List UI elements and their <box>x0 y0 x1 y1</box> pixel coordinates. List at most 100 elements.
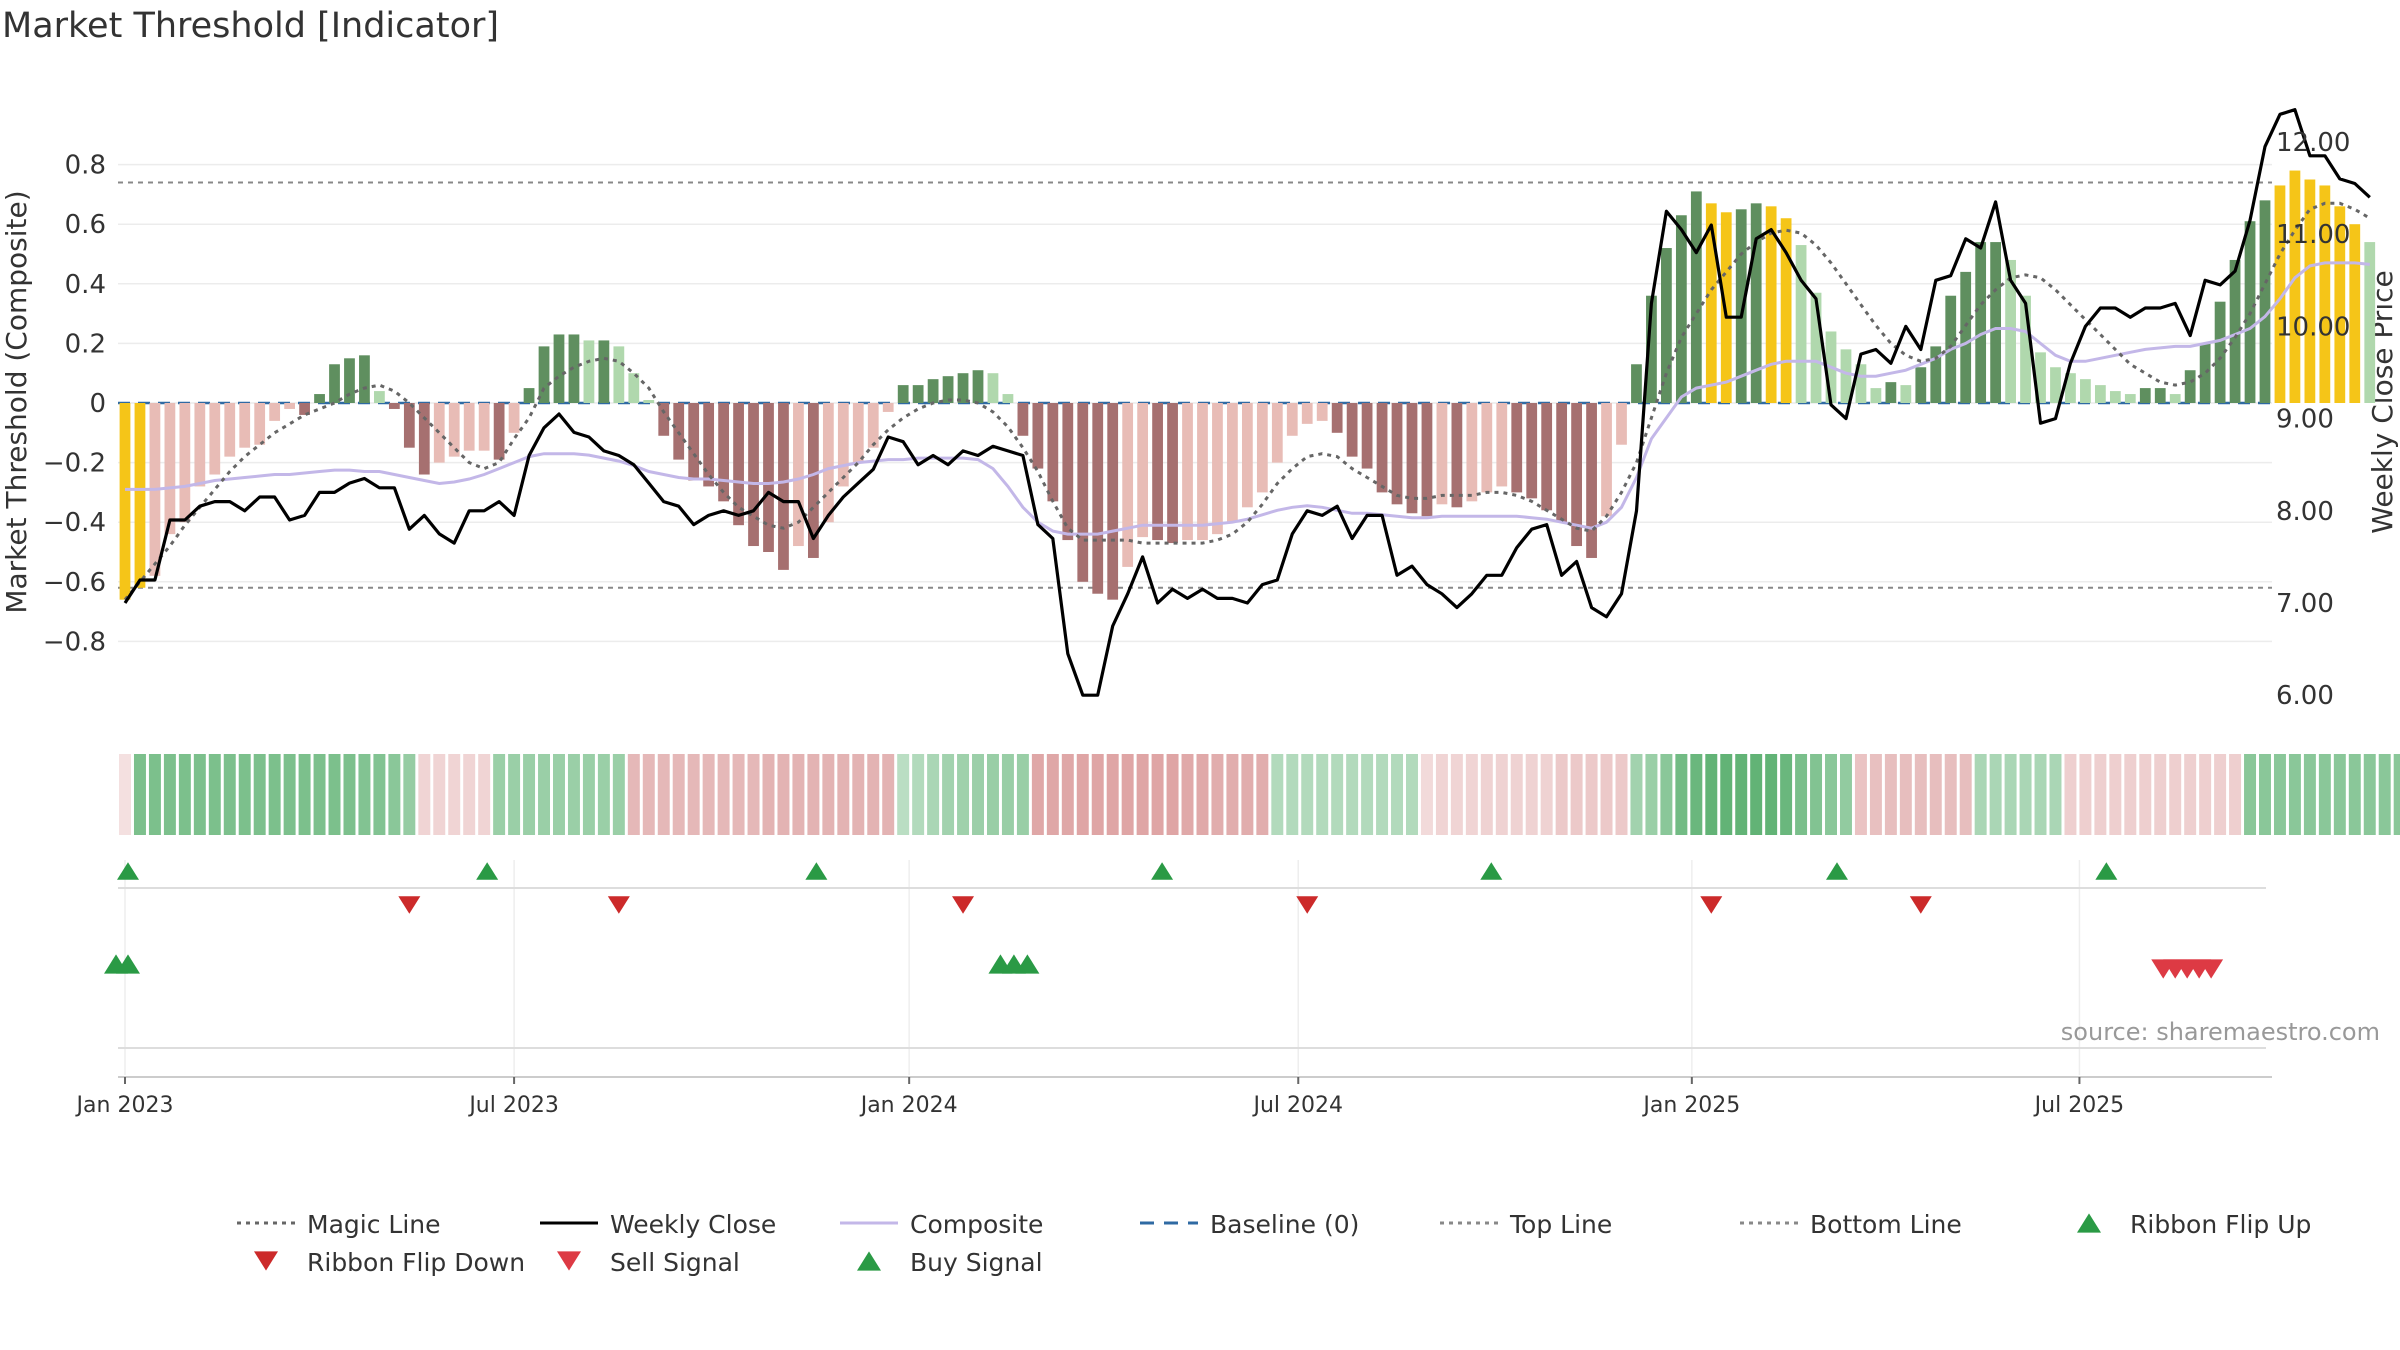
composite-bar <box>1092 403 1104 594</box>
ribbon-cell <box>1839 754 1852 835</box>
composite-bar <box>837 403 849 487</box>
ribbon-cell <box>1286 754 1299 835</box>
ribbon-flip-up-marker <box>476 862 499 880</box>
composite-bar <box>448 403 460 457</box>
ribbon-cell <box>1884 754 1897 835</box>
composite-bar <box>822 403 834 523</box>
composite-bar <box>1361 403 1373 469</box>
composite-bar <box>643 400 655 403</box>
ribbon-cell <box>1735 754 1748 835</box>
ribbon-cell <box>1166 754 1179 835</box>
ribbon-cell <box>957 754 970 835</box>
ribbon-cell <box>732 754 745 835</box>
ribbon-cell <box>2094 754 2107 835</box>
ribbon-cell <box>2154 754 2167 835</box>
ribbon-flip-up-marker <box>2095 862 2118 880</box>
composite-bar <box>2304 179 2316 403</box>
y-left-tick-label: −0.4 <box>43 508 106 538</box>
ribbon-cell <box>1825 754 1837 835</box>
ribbon-flip-down-marker <box>607 896 630 914</box>
composite-bar <box>1571 403 1582 547</box>
composite-bar <box>1511 403 1523 493</box>
ribbon-cell <box>1076 754 1089 835</box>
composite-bar <box>613 346 625 403</box>
ribbon-cell <box>1391 754 1404 835</box>
ribbon-cell <box>897 754 910 835</box>
ribbon-cell <box>508 754 521 835</box>
ribbon-cell <box>567 754 580 835</box>
ribbon-cell <box>687 754 700 835</box>
ribbon-strip <box>119 754 2400 835</box>
ribbon-cell <box>612 754 625 835</box>
ribbon-cell <box>777 754 790 835</box>
composite-bar <box>1376 403 1388 493</box>
ribbon-cell <box>1585 754 1598 835</box>
ribbon-cell <box>822 754 835 835</box>
ribbon-cell <box>986 754 999 835</box>
ribbon-cell <box>1480 754 1493 835</box>
composite-bar <box>1331 403 1343 433</box>
ribbon-cell <box>2124 754 2137 835</box>
composite-bar <box>1735 209 1747 403</box>
ribbon-cell <box>1570 754 1583 835</box>
ribbon-cell <box>1675 754 1688 835</box>
y-left-tick-label: 0.8 <box>65 151 106 181</box>
composite-bar <box>314 394 325 403</box>
ribbon-cell <box>1406 754 1418 835</box>
composite-bar <box>1316 403 1328 421</box>
composite-bar <box>733 403 744 526</box>
composite-bar <box>628 373 640 403</box>
composite-bar <box>359 355 370 403</box>
composite-bar <box>1197 403 1208 541</box>
ribbon-cell <box>478 754 491 835</box>
ribbon-flip-down-marker <box>1909 896 1932 914</box>
ribbon-cell <box>163 754 176 835</box>
ribbon-cell <box>1810 754 1823 835</box>
magic-line <box>123 201 2371 601</box>
ribbon-cell <box>2229 754 2242 835</box>
y-right-tick-label: 10.00 <box>2276 312 2350 342</box>
ribbon-cell <box>552 754 565 835</box>
composite-line <box>125 261 2370 536</box>
ribbon-cell <box>2244 754 2257 835</box>
ribbon-cell <box>1361 754 1374 835</box>
legend-label: Baseline (0) <box>1210 1210 1359 1239</box>
composite-bar <box>1466 403 1478 502</box>
ribbon-cell <box>747 754 760 835</box>
ribbon-cell <box>433 754 446 835</box>
ribbon-cell <box>238 754 251 835</box>
composite-bar <box>1586 403 1597 558</box>
composite-bar <box>2199 343 2211 403</box>
ribbon-cell <box>2259 754 2271 835</box>
ribbon-cell <box>642 754 655 835</box>
y-axis-left-ticks: 0.8 0.6 0.4 0.2 0 −0.2 −0.4 −0.6 −0.8 <box>43 151 106 658</box>
composite-bar <box>2035 352 2046 403</box>
ribbon-cell <box>702 754 715 835</box>
composite-bar <box>1227 403 1238 523</box>
composite-bar <box>209 403 221 475</box>
ribbon-cell <box>1959 754 1972 835</box>
ribbon-cell <box>133 754 146 835</box>
composite-bar <box>1855 364 1867 403</box>
ribbon-cell <box>388 754 401 835</box>
composite-bar <box>1975 242 1987 403</box>
ribbon-cell <box>1256 754 1269 835</box>
composite-bar <box>2364 242 2376 403</box>
ribbon-cell <box>2004 754 2017 835</box>
composite-bar <box>179 403 191 523</box>
ribbon-cell <box>1944 754 1957 835</box>
legend-label: Magic Line <box>307 1210 441 1239</box>
composite-bar <box>748 403 759 547</box>
y-right-tick-label: 6.00 <box>2276 681 2334 711</box>
y-axis-right-ticks: 12.00 11.00 10.00 9.00 8.00 7.00 6.00 <box>2276 128 2350 711</box>
composite-bar <box>2349 224 2361 403</box>
composite-bar <box>119 403 131 600</box>
legend-label: Composite <box>910 1210 1043 1239</box>
composite-bar <box>2334 206 2346 403</box>
ribbon-cell <box>298 754 311 835</box>
ribbon-cell <box>328 754 341 835</box>
y-axis-left-label: Market Threshold (Composite) <box>0 190 33 613</box>
ribbon-cell <box>1795 754 1808 835</box>
composite-bar <box>1541 403 1553 511</box>
legend-label: Bottom Line <box>1810 1210 1962 1239</box>
